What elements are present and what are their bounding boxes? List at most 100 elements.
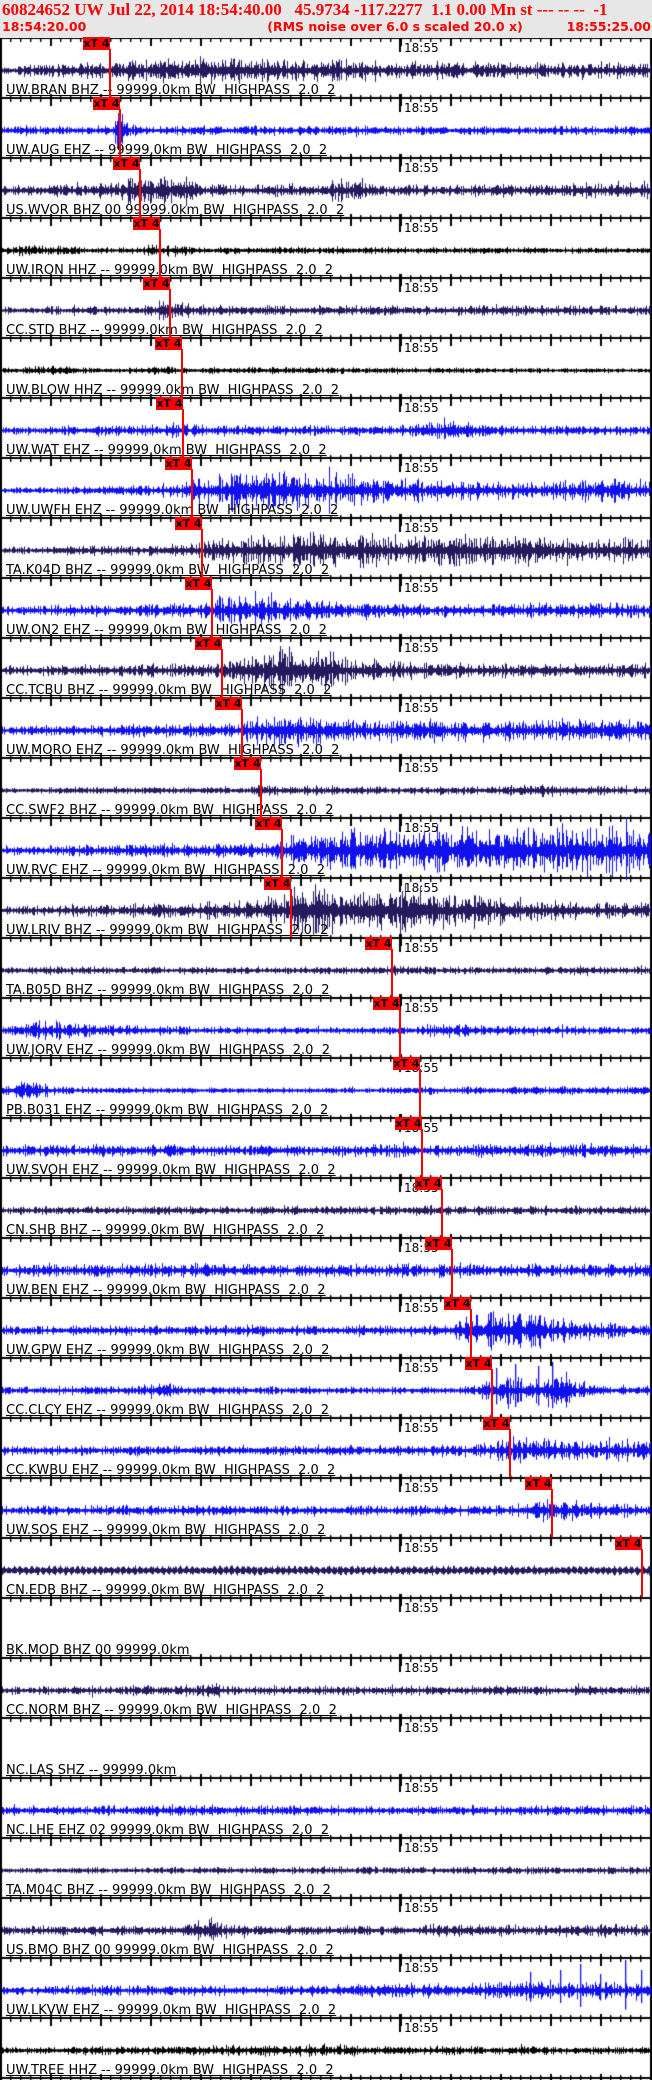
pick-flag[interactable]: xT 4	[143, 277, 170, 290]
pick-flag[interactable]: xT 4	[615, 1537, 642, 1550]
pick-flag[interactable]: xT 4	[156, 397, 183, 410]
pick-time-line	[551, 1489, 553, 1537]
pick-time-line	[139, 169, 141, 217]
trace-label: UW.UWFH EHZ -- 99999.0km BW HIGHPASS 2.0…	[6, 503, 339, 518]
pick-flag[interactable]: xT 4	[255, 817, 282, 830]
pick-flag[interactable]: xT 4	[373, 997, 400, 1010]
pick-flag[interactable]: xT 4	[395, 1117, 422, 1130]
trace-label: UW.SOS EHZ -- 99999.0km BW HIGHPASS 2.0 …	[6, 1523, 326, 1538]
trace-row-UW.JORV[interactable]: 18:55 UW.JORV EHZ -- 99999.0km BW HIGHPAS…	[0, 997, 652, 1058]
trace-label: PB.B031 EHZ -- 99999.0km BW HIGHPASS 2.0…	[6, 1103, 329, 1118]
pick-flag[interactable]: xT 4	[195, 637, 222, 650]
trace-row-PB.B031[interactable]: 18:55 PB.B031 EHZ -- 99999.0km BW HIGHPAS…	[0, 1057, 652, 1118]
pick-time-line	[391, 949, 393, 997]
trace-label: UW.BLOW HHZ -- 99999.0km BW HIGHPASS 2.0…	[6, 383, 340, 398]
pick-time-line	[451, 1249, 453, 1297]
minute-label: 18:55	[404, 1901, 439, 1915]
minute-label: 18:55	[404, 1481, 439, 1495]
trace-row-US.BMO[interactable]: 18:55 US.BMO BHZ 00 99999.0km BW HIGHPASS…	[0, 1898, 652, 1958]
trace-row-UW.WAT[interactable]: 18:55 UW.WAT EHZ -- 99999.0km BW HIGHPASS…	[0, 397, 652, 458]
window-end-time: 18:55:25.00	[566, 19, 651, 34]
event-summary: 60824652 UW Jul 22, 2014 18:54:40.00 45.…	[2, 0, 608, 19]
trace-row-CC.STD[interactable]: 18:55 CC.STD BHZ -- 99999.0km BW HIGHPASS…	[0, 277, 652, 338]
minute-label: 18:55	[404, 101, 439, 115]
minute-label: 18:55	[404, 761, 439, 775]
trace-label: UW.BEN EHZ -- 99999.0km BW HIGHPASS 2.0 …	[6, 1283, 326, 1298]
trace-row-UW.RVC[interactable]: 18:55 UW.RVC EHZ -- 99999.0km BW HIGHPASS…	[0, 817, 652, 878]
trace-row-UW.LRIV[interactable]: 18:55 UW.LRIV BHZ -- 99999.0km BW HIGHPAS…	[0, 877, 652, 938]
pick-time-line	[109, 49, 111, 97]
pick-flag[interactable]: xT 4	[113, 157, 140, 170]
trace-row-TA.M04C[interactable]: 18:55 TA.M04C BHZ -- 99999.0km BW HIGHPAS…	[0, 1838, 652, 1898]
pick-flag[interactable]: xT 4	[133, 217, 160, 230]
trace-row-UW.TREE[interactable]: 18:55 UW.TREE HHZ -- 99999.0km BW HIGHPAS…	[0, 2018, 652, 2078]
trace-label: UW.BRAN BHZ -- 99999.0km BW HIGHPASS 2.0…	[6, 83, 336, 98]
trace-row-CC.CLCY[interactable]: 18:55 CC.CLCY EHZ -- 99999.0km BW HIGHPAS…	[0, 1357, 652, 1418]
trace-row-UW.MORO[interactable]: 18:55 UW.MORO EHZ -- 99999.0km BW HIGHPAS…	[0, 697, 652, 758]
minute-label: 18:55	[404, 221, 439, 235]
pick-flag[interactable]: xT 4	[465, 1357, 492, 1370]
trace-row-CC.SWF2[interactable]: 18:55 CC.SWF2 BHZ -- 99999.0km BW HIGHPAS…	[0, 757, 652, 818]
time-ruler-labels: 18:54:20.00 (RMS noise over 6.0 s scaled…	[0, 19, 652, 36]
trace-row-BK.MOD[interactable]: 18:55 BK.MOD BHZ 00 99999.0km	[0, 1598, 652, 1658]
pick-flag[interactable]: xT 4	[264, 877, 291, 890]
trace-row-TA.K04D[interactable]: 18:55 TA.K04D BHZ -- 99999.0km BW HIGHPAS…	[0, 517, 652, 578]
pick-flag[interactable]: xT 4	[234, 757, 261, 770]
minute-label: 18:55	[404, 941, 439, 955]
pick-flag[interactable]: xT 4	[425, 1237, 452, 1250]
pick-time-line	[421, 1129, 423, 1177]
pick-flag[interactable]: xT 4	[185, 577, 212, 590]
pick-flag[interactable]: xT 4	[483, 1417, 510, 1430]
trace-row-UW.AUG[interactable]: 18:55 UW.AUG EHZ -- 99999.0km BW HIGHPASS…	[0, 97, 652, 158]
trace-label: CC.NORM BHZ -- 99999.0km BW HIGHPASS 2.0…	[6, 1703, 337, 1718]
trace-row-NC.LAS[interactable]: 18:55 NC.LAS SHZ -- 99999.0km	[0, 1718, 652, 1778]
pick-flag[interactable]: xT 4	[393, 1057, 420, 1070]
rms-scale-note: (RMS noise over 6.0 s scaled 20.0 x)	[267, 19, 523, 34]
pick-flag[interactable]: xT 4	[215, 697, 242, 710]
trace-row-UW.SOS[interactable]: 18:55 UW.SOS EHZ -- 99999.0km BW HIGHPASS…	[0, 1477, 652, 1538]
pick-flag[interactable]: xT 4	[365, 937, 392, 950]
pick-time-line	[641, 1549, 643, 1597]
trace-row-US.WVOR[interactable]: 18:55 US.WVOR BHZ 00 99999.0km BW HIGHPAS…	[0, 157, 652, 218]
minute-label: 18:55	[404, 821, 439, 835]
trace-row-CC.KWBU[interactable]: 18:55 CC.KWBU EHZ -- 99999.0km BW HIGHPAS…	[0, 1417, 652, 1478]
trace-row-UW.BLOW[interactable]: 18:55 UW.BLOW HHZ -- 99999.0km BW HIGHPAS…	[0, 337, 652, 398]
pick-time-line	[221, 649, 223, 697]
trace-row-TA.B05D[interactable]: 18:55 TA.B05D BHZ -- 99999.0km BW HIGHPAS…	[0, 937, 652, 998]
minute-label: 18:55	[404, 41, 439, 55]
minute-label: 18:55	[404, 881, 439, 895]
trace-row-UW.BEN[interactable]: 18:55 UW.BEN EHZ -- 99999.0km BW HIGHPASS…	[0, 1237, 652, 1298]
trace-row-UW.LKVW[interactable]: 18:55 UW.LKVW EHZ -- 99999.0km BW HIGHPAS…	[0, 1958, 652, 2018]
trace-row-UW.UWFH[interactable]: 18:55 UW.UWFH EHZ -- 99999.0km BW HIGHPAS…	[0, 457, 652, 518]
trace-row-UW.ON2[interactable]: 18:55 UW.ON2 EHZ -- 99999.0km BW HIGHPASS…	[0, 577, 652, 638]
pick-time-line	[470, 1309, 472, 1357]
pick-flag[interactable]: xT 4	[415, 1177, 442, 1190]
pick-flag[interactable]: xT 4	[155, 337, 182, 350]
trace-label: UW.RVC EHZ -- 99999.0km BW HIGHPASS 2.0 …	[6, 863, 325, 878]
pick-time-line	[260, 769, 262, 817]
pick-flag[interactable]: xT 4	[175, 517, 202, 530]
trace-label: UW.IRON HHZ -- 99999.0km BW HIGHPASS 2.0…	[6, 263, 334, 278]
pick-flag[interactable]: xT 4	[83, 37, 110, 50]
minute-label: 18:55	[404, 2021, 439, 2035]
minute-label: 18:55	[404, 341, 439, 355]
trace-row-UW.IRON[interactable]: 18:55 UW.IRON HHZ -- 99999.0km BW HIGHPAS…	[0, 217, 652, 278]
trace-row-UW.BRAN[interactable]: 18:55 UW.BRAN BHZ -- 99999.0km BW HIGHPAS…	[0, 37, 652, 98]
trace-row-CC.TCBU[interactable]: 18:55 CC.TCBU BHZ -- 99999.0km BW HIGHPAS…	[0, 637, 652, 698]
trace-row-CC.NORM[interactable]: 18:55 CC.NORM BHZ -- 99999.0km BW HIGHPAS…	[0, 1658, 652, 1718]
minute-label: 18:55	[404, 1601, 439, 1615]
pick-flag[interactable]: xT 4	[525, 1477, 552, 1490]
minute-label: 18:55	[404, 1661, 439, 1675]
pick-flag[interactable]: xT 4	[165, 457, 192, 470]
pick-flag[interactable]: xT 4	[93, 97, 120, 110]
event-header: 60824652 UW Jul 22, 2014 18:54:40.00 45.…	[0, 0, 652, 38]
minute-label: 18:55	[404, 161, 439, 175]
pick-time-line	[201, 529, 203, 577]
pick-flag[interactable]: xT 4	[444, 1297, 471, 1310]
pick-time-line	[441, 1189, 443, 1237]
trace-row-CN.EDB[interactable]: 18:55 CN.EDB BHZ -- 99999.0km BW HIGHPASS…	[0, 1537, 652, 1598]
trace-row-NC.LHE[interactable]: 18:55 NC.LHE EHZ 02 99999.0km BW HIGHPASS…	[0, 1778, 652, 1838]
trace-row-UW.GPW[interactable]: 18:55 UW.GPW EHZ -- 99999.0km BW HIGHPASS…	[0, 1297, 652, 1358]
